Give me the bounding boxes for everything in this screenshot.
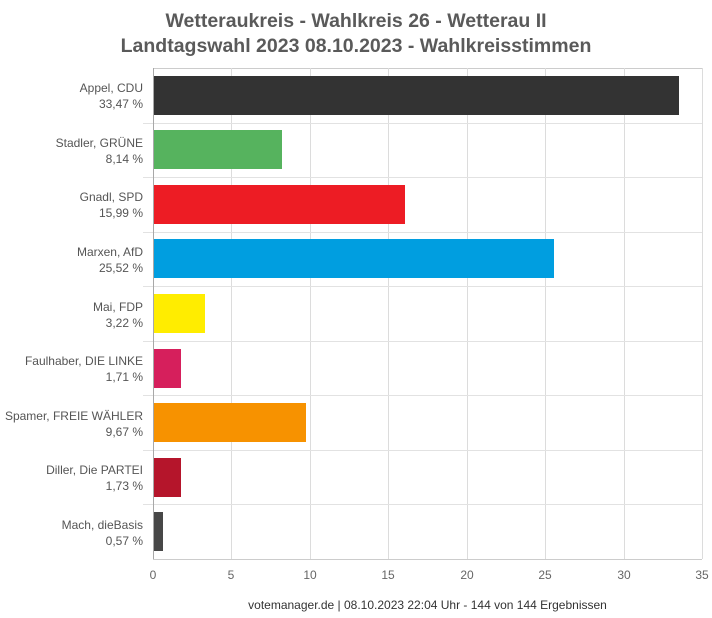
bar[interactable] [154, 403, 306, 442]
x-tick-label: 10 [303, 568, 317, 582]
gridline-horizontal [143, 286, 702, 287]
x-tick-label: 15 [381, 568, 395, 582]
vote-percentage: 1,71 % [105, 370, 143, 384]
bar[interactable] [154, 185, 405, 224]
category-label: Diller, Die PARTEI 1,73 % [0, 462, 143, 494]
x-tick-label: 20 [460, 568, 474, 582]
bar[interactable] [154, 76, 679, 115]
vote-percentage: 0,57 % [105, 534, 143, 548]
category-label: Gnadl, SPD 15,99 % [0, 189, 143, 221]
category-label: Marxen, AfD 25,52 % [0, 244, 143, 276]
chart-title-line2: Landtagswahl 2023 08.10.2023 - Wahlkreis… [120, 35, 592, 57]
category-label: Mai, FDP 3,22 % [0, 299, 143, 331]
gridline-horizontal [143, 232, 702, 233]
vote-percentage: 1,73 % [105, 479, 143, 493]
gridline-horizontal [143, 395, 702, 396]
gridline-vertical [388, 68, 389, 559]
bar[interactable] [154, 349, 181, 388]
x-tick-label: 35 [695, 568, 709, 582]
gridline-vertical [310, 68, 311, 559]
bar[interactable] [154, 458, 181, 497]
candidate-name: Spamer, FREIE WÄHLER [4, 409, 143, 423]
candidate-name: Marxen, AfD [76, 245, 143, 259]
x-tick-label: 0 [149, 568, 157, 582]
candidate-name: Appel, CDU [79, 81, 143, 95]
x-tick-label: 30 [617, 568, 631, 582]
gridline-horizontal [143, 450, 702, 451]
plot-area [143, 68, 703, 560]
bar[interactable] [154, 239, 554, 278]
gridline-vertical [231, 68, 232, 559]
candidate-name: Mach, dieBasis [61, 518, 143, 532]
gridline-horizontal [143, 504, 702, 505]
bar[interactable] [154, 130, 282, 169]
gridline-vertical [624, 68, 625, 559]
vote-percentage: 33,47 % [98, 97, 143, 111]
category-label: Faulhaber, DIE LINKE 1,71 % [0, 353, 143, 385]
vote-percentage: 9,67 % [105, 425, 143, 439]
x-tick-label: 25 [538, 568, 552, 582]
bar[interactable] [154, 512, 163, 551]
gridline-vertical [702, 68, 703, 559]
bar[interactable] [154, 294, 205, 333]
vote-percentage: 25,52 % [98, 261, 143, 275]
gridline-vertical [467, 68, 468, 559]
candidate-name: Stadler, GRÜNE [55, 136, 143, 150]
candidate-name: Gnadl, SPD [79, 190, 143, 204]
gridline-vertical [545, 68, 546, 559]
vote-percentage: 3,22 % [105, 316, 143, 330]
x-tick-label: 5 [227, 568, 235, 582]
candidate-name: Mai, FDP [92, 300, 143, 314]
category-label: Mach, dieBasis 0,57 % [0, 517, 143, 549]
x-axis-line [153, 559, 702, 560]
vote-percentage: 8,14 % [105, 152, 143, 166]
candidate-name: Diller, Die PARTEI [46, 463, 143, 477]
chart-title-line1: Wetteraukreis - Wahlkreis 26 - Wetterau … [165, 10, 547, 32]
source-footer: votemanager.de | 08.10.2023 22:04 Uhr - … [248, 598, 607, 612]
category-label: Spamer, FREIE WÄHLER 9,67 % [0, 408, 143, 440]
gridline-horizontal [143, 177, 702, 178]
category-label: Stadler, GRÜNE 8,14 % [0, 135, 143, 167]
y-axis-line [153, 68, 154, 559]
candidate-name: Faulhaber, DIE LINKE [24, 354, 143, 368]
category-label: Appel, CDU 33,47 % [0, 80, 143, 112]
vote-percentage: 15,99 % [98, 206, 143, 220]
gridline-horizontal [143, 123, 702, 124]
gridline-horizontal [143, 341, 702, 342]
plot-top-border [153, 68, 702, 69]
